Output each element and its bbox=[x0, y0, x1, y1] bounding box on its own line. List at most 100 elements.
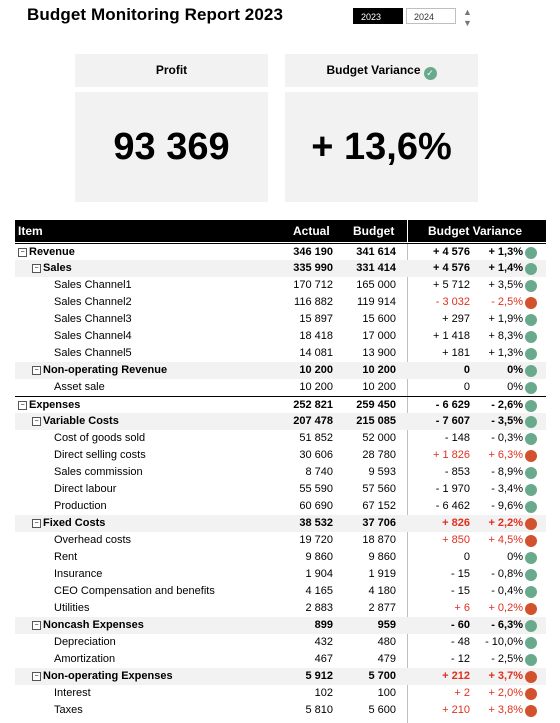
row-label: Utilities bbox=[54, 600, 89, 617]
row-label: Taxes bbox=[54, 702, 83, 719]
row-label-text: Depreciation bbox=[54, 636, 116, 648]
row-label-text: Direct selling costs bbox=[54, 449, 146, 461]
status-dot-icon bbox=[525, 535, 537, 547]
variance-cell: + 212 bbox=[442, 670, 470, 682]
status-dot-icon bbox=[525, 671, 537, 683]
status-dot-icon bbox=[525, 705, 537, 717]
variance-pct-cell: + 3,8% bbox=[488, 704, 523, 716]
status-dot-icon bbox=[525, 654, 537, 666]
variance-cell: 0 bbox=[463, 364, 470, 376]
variance-pct-cell: + 2,2% bbox=[488, 517, 523, 529]
row-label-text: Interest bbox=[54, 687, 91, 699]
actual-cell: 19 720 bbox=[299, 534, 333, 546]
collapse-icon[interactable]: − bbox=[18, 401, 27, 410]
variance-card-header: Budget Variance ✓ bbox=[285, 54, 478, 87]
table-row: Direct selling costs 30 606 28 780 + 1 826 +… bbox=[15, 447, 546, 464]
budget-cell: 165 000 bbox=[356, 279, 396, 291]
row-label-text: Amortization bbox=[54, 653, 116, 665]
collapse-icon[interactable]: − bbox=[32, 519, 41, 528]
row-label-text: Insurance bbox=[54, 568, 103, 580]
budget-cell: 480 bbox=[377, 636, 396, 648]
variance-cell: - 6 629 bbox=[435, 399, 470, 411]
variance-cell: - 1 970 bbox=[435, 483, 470, 495]
report-title: Budget Monitoring Report 2023 bbox=[27, 5, 284, 24]
status-dot-icon bbox=[525, 603, 537, 615]
status-dot-icon bbox=[525, 297, 537, 309]
variance-pct-cell: - 0,8% bbox=[491, 568, 523, 580]
row-label: CEO Compensation and benefits bbox=[54, 583, 215, 600]
budget-cell: 4 180 bbox=[368, 585, 396, 597]
actual-cell: 116 882 bbox=[294, 296, 333, 308]
table-row: Sales Channel3 15 897 15 600 + 297 + 1,9% bbox=[15, 311, 546, 328]
chevron-up-icon[interactable]: ▲ bbox=[463, 7, 472, 17]
variance-pct-cell: - 8,9% bbox=[491, 466, 523, 478]
budget-cell: 28 780 bbox=[362, 449, 396, 461]
variance-pct-cell: - 3,5% bbox=[491, 415, 523, 427]
row-label-text: Non-operating Revenue bbox=[43, 364, 168, 376]
year-spinner[interactable]: ▲ ▼ bbox=[461, 7, 474, 29]
header-budget: Budget bbox=[353, 224, 395, 238]
table-row: Utilities 2 883 2 877 + 6 + 0,2% bbox=[15, 600, 546, 617]
table-row: Depreciation 432 480 - 48 - 10,0% bbox=[15, 634, 546, 651]
collapse-icon[interactable]: − bbox=[32, 366, 41, 375]
actual-cell: 38 532 bbox=[299, 517, 333, 529]
budget-cell: 17 000 bbox=[362, 330, 396, 342]
budget-cell: 5 700 bbox=[368, 670, 396, 682]
row-label: − Expenses bbox=[18, 397, 80, 414]
table-body: − Revenue 346 190 341 614 + 4 576 + 1,3% − Sale… bbox=[15, 243, 546, 719]
table-row: Overhead costs 19 720 18 870 + 850 + 4,5% bbox=[15, 532, 546, 549]
status-dot-icon bbox=[525, 688, 537, 700]
actual-cell: 170 712 bbox=[293, 279, 333, 291]
collapse-icon[interactable]: − bbox=[32, 417, 41, 426]
actual-cell: 207 478 bbox=[293, 415, 333, 427]
row-label: − Variable Costs bbox=[32, 413, 119, 430]
budget-cell: 479 bbox=[377, 653, 396, 665]
row-label: Depreciation bbox=[54, 634, 116, 651]
actual-cell: 8 740 bbox=[305, 466, 333, 478]
table-row: Production 60 690 67 152 - 6 462 - 9,6% bbox=[15, 498, 546, 515]
row-label-text: Sales Channel1 bbox=[54, 279, 132, 291]
row-label-text: Utilities bbox=[54, 602, 90, 614]
table-row: Sales Channel1 170 712 165 000 + 5 712 + 3,5… bbox=[15, 277, 546, 294]
variance-pct-cell: + 1,3% bbox=[488, 347, 523, 359]
variance-pct-cell: + 4,5% bbox=[488, 534, 523, 546]
variance-cell: + 4 576 bbox=[432, 262, 470, 274]
variance-cell: - 3 032 bbox=[435, 296, 470, 308]
variance-pct-cell: 0% bbox=[507, 551, 523, 563]
variance-pct-cell: 0% bbox=[507, 364, 523, 376]
collapse-icon[interactable]: − bbox=[32, 621, 41, 630]
status-dot-icon bbox=[525, 433, 537, 445]
row-label: Production bbox=[54, 498, 107, 515]
table-row: − Variable Costs 207 478 215 085 - 7 607 - 3,… bbox=[15, 413, 546, 430]
table-row: Sales Channel4 18 418 17 000 + 1 418 + 8,3% bbox=[15, 328, 546, 345]
table-row: − Non-operating Expenses 5 912 5 700 + 212 + … bbox=[15, 668, 546, 685]
variance-cell: + 4 576 bbox=[432, 246, 470, 258]
table-row: − Expenses 252 821 259 450 - 6 629 - 2,6% bbox=[15, 396, 546, 413]
actual-cell: 346 190 bbox=[293, 246, 333, 258]
year-slicer-2023[interactable]: 2023 bbox=[353, 8, 403, 24]
variance-cell: + 1 418 bbox=[432, 330, 470, 342]
row-label-text: Overhead costs bbox=[54, 534, 132, 546]
row-label-text: Variable Costs bbox=[43, 415, 119, 427]
actual-cell: 4 165 bbox=[305, 585, 333, 597]
row-label-text: Sales Channel3 bbox=[54, 313, 132, 325]
variance-pct-cell: + 2,0% bbox=[488, 687, 523, 699]
row-label: Direct labour bbox=[54, 481, 116, 498]
year-slicer-2024[interactable]: 2024 bbox=[406, 8, 456, 24]
variance-cell: - 7 607 bbox=[435, 415, 470, 427]
budget-cell: 15 600 bbox=[362, 313, 396, 325]
budget-cell: 119 914 bbox=[357, 296, 396, 308]
variance-cell: - 6 462 bbox=[435, 500, 470, 512]
collapse-icon[interactable]: − bbox=[18, 248, 27, 257]
chevron-down-icon[interactable]: ▼ bbox=[463, 18, 472, 28]
row-label: Sales Channel1 bbox=[54, 277, 132, 294]
variance-cell: + 210 bbox=[442, 704, 470, 716]
profit-card-value: 93 369 bbox=[75, 92, 268, 202]
actual-cell: 18 418 bbox=[299, 330, 333, 342]
status-dot-icon bbox=[525, 637, 537, 649]
variance-pct-cell: - 3,4% bbox=[491, 483, 523, 495]
row-label: Overhead costs bbox=[54, 532, 131, 549]
collapse-icon[interactable]: − bbox=[32, 264, 41, 273]
collapse-icon[interactable]: − bbox=[32, 672, 41, 681]
budget-cell: 57 560 bbox=[362, 483, 396, 495]
